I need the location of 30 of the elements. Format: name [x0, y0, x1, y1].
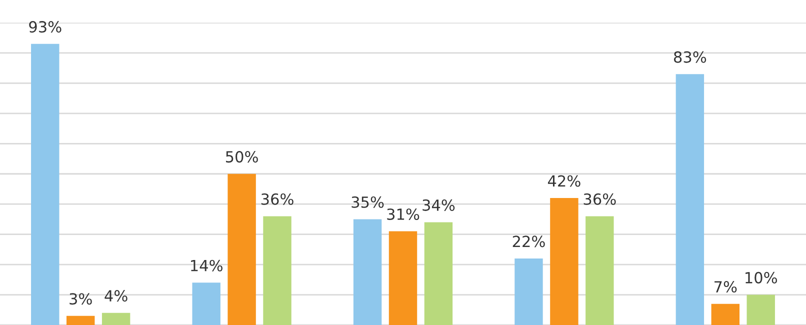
data-label: 22% — [512, 236, 545, 248]
bar — [66, 316, 95, 325]
data-label: 7% — [714, 280, 737, 293]
bar — [514, 258, 543, 325]
bar — [676, 74, 704, 325]
data-label: 14% — [191, 260, 222, 272]
data-label: 93% — [29, 21, 62, 33]
bar — [228, 174, 256, 325]
data-label: 50% — [226, 151, 258, 163]
bar — [31, 44, 60, 325]
bar — [550, 198, 578, 325]
bar — [102, 312, 130, 325]
bar — [746, 294, 775, 325]
bar — [586, 216, 614, 325]
data-label: 4% — [104, 290, 128, 302]
data-label: 35% — [352, 196, 384, 208]
bar — [192, 282, 220, 325]
bar — [353, 219, 382, 325]
bar — [424, 222, 453, 325]
data-label: 36% — [261, 193, 294, 205]
bar — [711, 304, 740, 325]
bar — [388, 231, 418, 325]
bar — [263, 216, 292, 325]
data-label: 83% — [674, 51, 706, 63]
data-label: 36% — [584, 193, 616, 205]
data-label: 3% — [70, 293, 92, 305]
data-label: 42% — [548, 175, 580, 187]
data-label: 10% — [746, 272, 777, 284]
data-label: 34% — [422, 199, 455, 211]
data-label: 31% — [387, 208, 420, 220]
